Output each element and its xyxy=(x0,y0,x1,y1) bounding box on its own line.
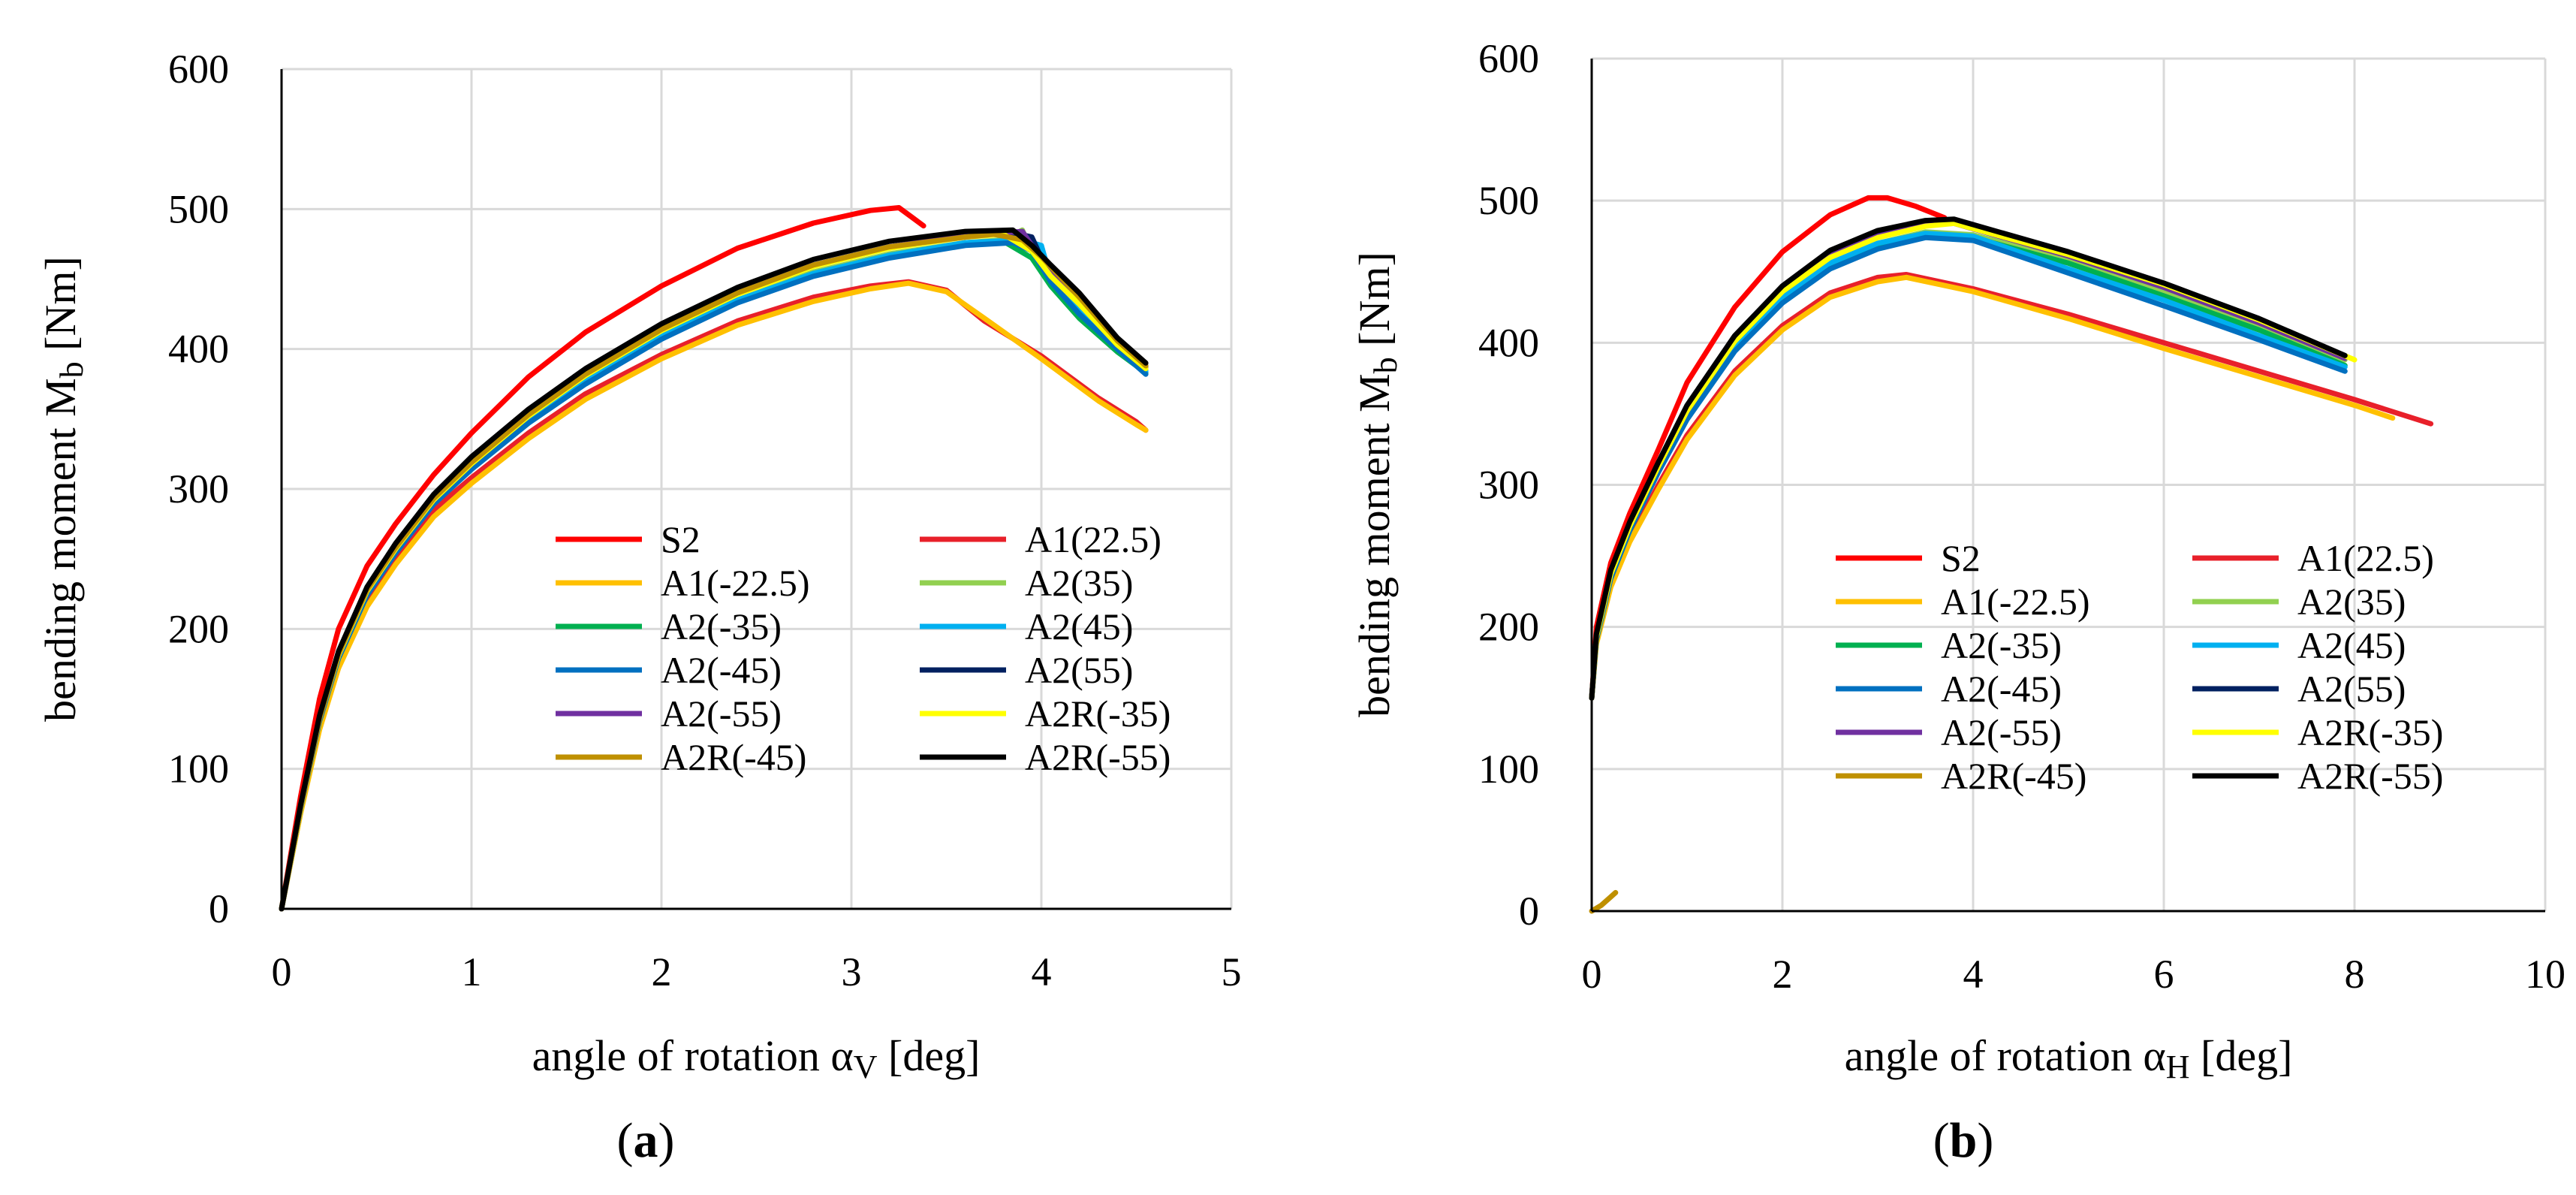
chart-b-y-axis-title: bending moment Mb [Nm] xyxy=(1350,252,1404,717)
chart-a-legend-label: A1(-22.5) xyxy=(661,562,810,604)
chart-a-y-tick-label: 300 xyxy=(168,466,229,511)
chart-b-x-tick-label: 6 xyxy=(2154,952,2174,997)
chart-b-panel-label: (b) xyxy=(1933,1113,1994,1168)
chart-panel-a: 0 100 200 300 400 500 600 0 1 2 3 4 5 bending momen… xyxy=(36,47,1242,1168)
chart-a-legend-label: A2(45) xyxy=(1025,605,1133,647)
chart-b-y-tick-label: 400 xyxy=(1478,320,1539,365)
chart-b-legend-label: A1(-22.5) xyxy=(1941,581,2090,623)
chart-a-legend-label: A2(55) xyxy=(1025,649,1133,691)
chart-b-y-tick-label: 500 xyxy=(1478,178,1539,223)
chart-b-legend: S2 A1(22.5)A1(-22.5) A2(35)A2(-35) A2(45)A2… xyxy=(1836,537,2443,797)
chart-b-x-axis-title: angle of rotation αH [deg] xyxy=(1845,1031,2293,1085)
chart-b-legend-label: A1(22.5) xyxy=(2297,537,2434,579)
chart-b-legend-label: A2(-35) xyxy=(1941,624,2062,666)
chart-a-y-tick-label: 0 xyxy=(209,886,229,931)
chart-b-legend-label: A2R(-45) xyxy=(1941,755,2086,797)
chart-a-x-tick-labels: 0 1 2 3 4 5 xyxy=(272,949,1242,994)
chart-b-y-tick-label: 300 xyxy=(1478,463,1539,508)
chart-b-y-tick-labels: 0 100 200 300 400 500 600 xyxy=(1478,36,1539,934)
chart-a-y-tick-labels: 0 100 200 300 400 500 600 xyxy=(168,47,229,931)
chart-a-legend-label: S2 xyxy=(661,518,700,560)
chart-b-x-tick-label: 4 xyxy=(1963,952,1984,997)
chart-b-gridlines xyxy=(1592,57,2547,911)
chart-a-x-tick-label: 1 xyxy=(462,949,482,994)
chart-a-y-tick-label: 200 xyxy=(168,606,229,651)
chart-b-legend-label: S2 xyxy=(1941,537,1981,579)
chart-b-y-tick-label: 100 xyxy=(1478,747,1539,792)
chart-b-y-tick-label: 200 xyxy=(1478,605,1539,650)
chart-a-y-axis-title: bending moment Mb [Nm] xyxy=(36,256,90,722)
chart-b-legend-label: A2(45) xyxy=(2297,624,2406,666)
chart-a-legend-label: A2(-35) xyxy=(661,605,782,647)
chart-b-legend-label: A2(55) xyxy=(2297,668,2406,710)
chart-a-y-tick-label: 500 xyxy=(168,186,229,231)
chart-b-x-tick-labels: 0 2 4 6 8 10 xyxy=(1582,952,2566,997)
chart-b-x-tick-label: 10 xyxy=(2525,952,2565,997)
chart-b-series-line xyxy=(1589,274,2396,701)
chart-a-x-axis-title: angle of rotation αV [deg] xyxy=(532,1031,981,1085)
chart-a-series-line xyxy=(279,227,1149,912)
chart-b-x-tick-label: 0 xyxy=(1582,952,1602,997)
chart-a-y-tick-label: 600 xyxy=(168,47,229,92)
chart-a-series-group xyxy=(279,205,1149,912)
chart-a-x-tick-label: 2 xyxy=(652,949,672,994)
chart-b-series-line xyxy=(1589,889,1619,914)
chart-a-series-line xyxy=(279,205,926,912)
chart-a-legend-label: A2(-55) xyxy=(661,693,782,735)
chart-a-y-tick-label: 400 xyxy=(168,327,229,372)
chart-b-legend-label: A2R(-35) xyxy=(2297,711,2443,753)
chart-a-legend: S2 A1(22.5)A1(-22.5) A2(35)A2(-35) A2(45)A2… xyxy=(556,518,1170,778)
chart-a-y-tick-label: 100 xyxy=(168,747,229,792)
chart-b-legend-label: A2(35) xyxy=(2297,581,2406,623)
chart-a-x-tick-label: 0 xyxy=(272,949,292,994)
chart-b-x-tick-label: 8 xyxy=(2345,952,2365,997)
chart-a-legend-label: A2R(-35) xyxy=(1025,693,1170,735)
chart-b-y-tick-label: 600 xyxy=(1478,36,1539,81)
chart-a-x-tick-label: 4 xyxy=(1032,949,1052,994)
chart-b-legend-label: A2(-45) xyxy=(1941,668,2062,710)
chart-b-series-line xyxy=(1589,216,2348,701)
chart-b-legend-label: A2R(-55) xyxy=(2297,755,2443,797)
chart-b-y-tick-label: 0 xyxy=(1519,889,1539,934)
chart-a-legend-label: A2(-45) xyxy=(661,649,782,691)
chart-b-series-group xyxy=(1589,195,2434,914)
chart-b-x-tick-label: 2 xyxy=(1773,952,1793,997)
chart-panel-b: 0 100 200 300 400 500 600 0 2 4 6 8 10 bending mome… xyxy=(1350,36,2565,1168)
chart-a-legend-label: A1(22.5) xyxy=(1025,518,1161,560)
chart-a-x-tick-label: 3 xyxy=(842,949,862,994)
chart-a-legend-label: A2R(-55) xyxy=(1025,736,1170,778)
chart-b-series-line xyxy=(1589,195,1948,701)
chart-a-panel-label: (a) xyxy=(617,1113,675,1168)
chart-a-legend-label: A2R(-45) xyxy=(661,736,806,778)
chart-a-legend-label: A2(35) xyxy=(1025,562,1133,604)
chart-a-x-tick-label: 5 xyxy=(1222,949,1242,994)
chart-a-series-line xyxy=(279,280,1149,912)
chart-b-legend-label: A2(-55) xyxy=(1941,711,2062,753)
